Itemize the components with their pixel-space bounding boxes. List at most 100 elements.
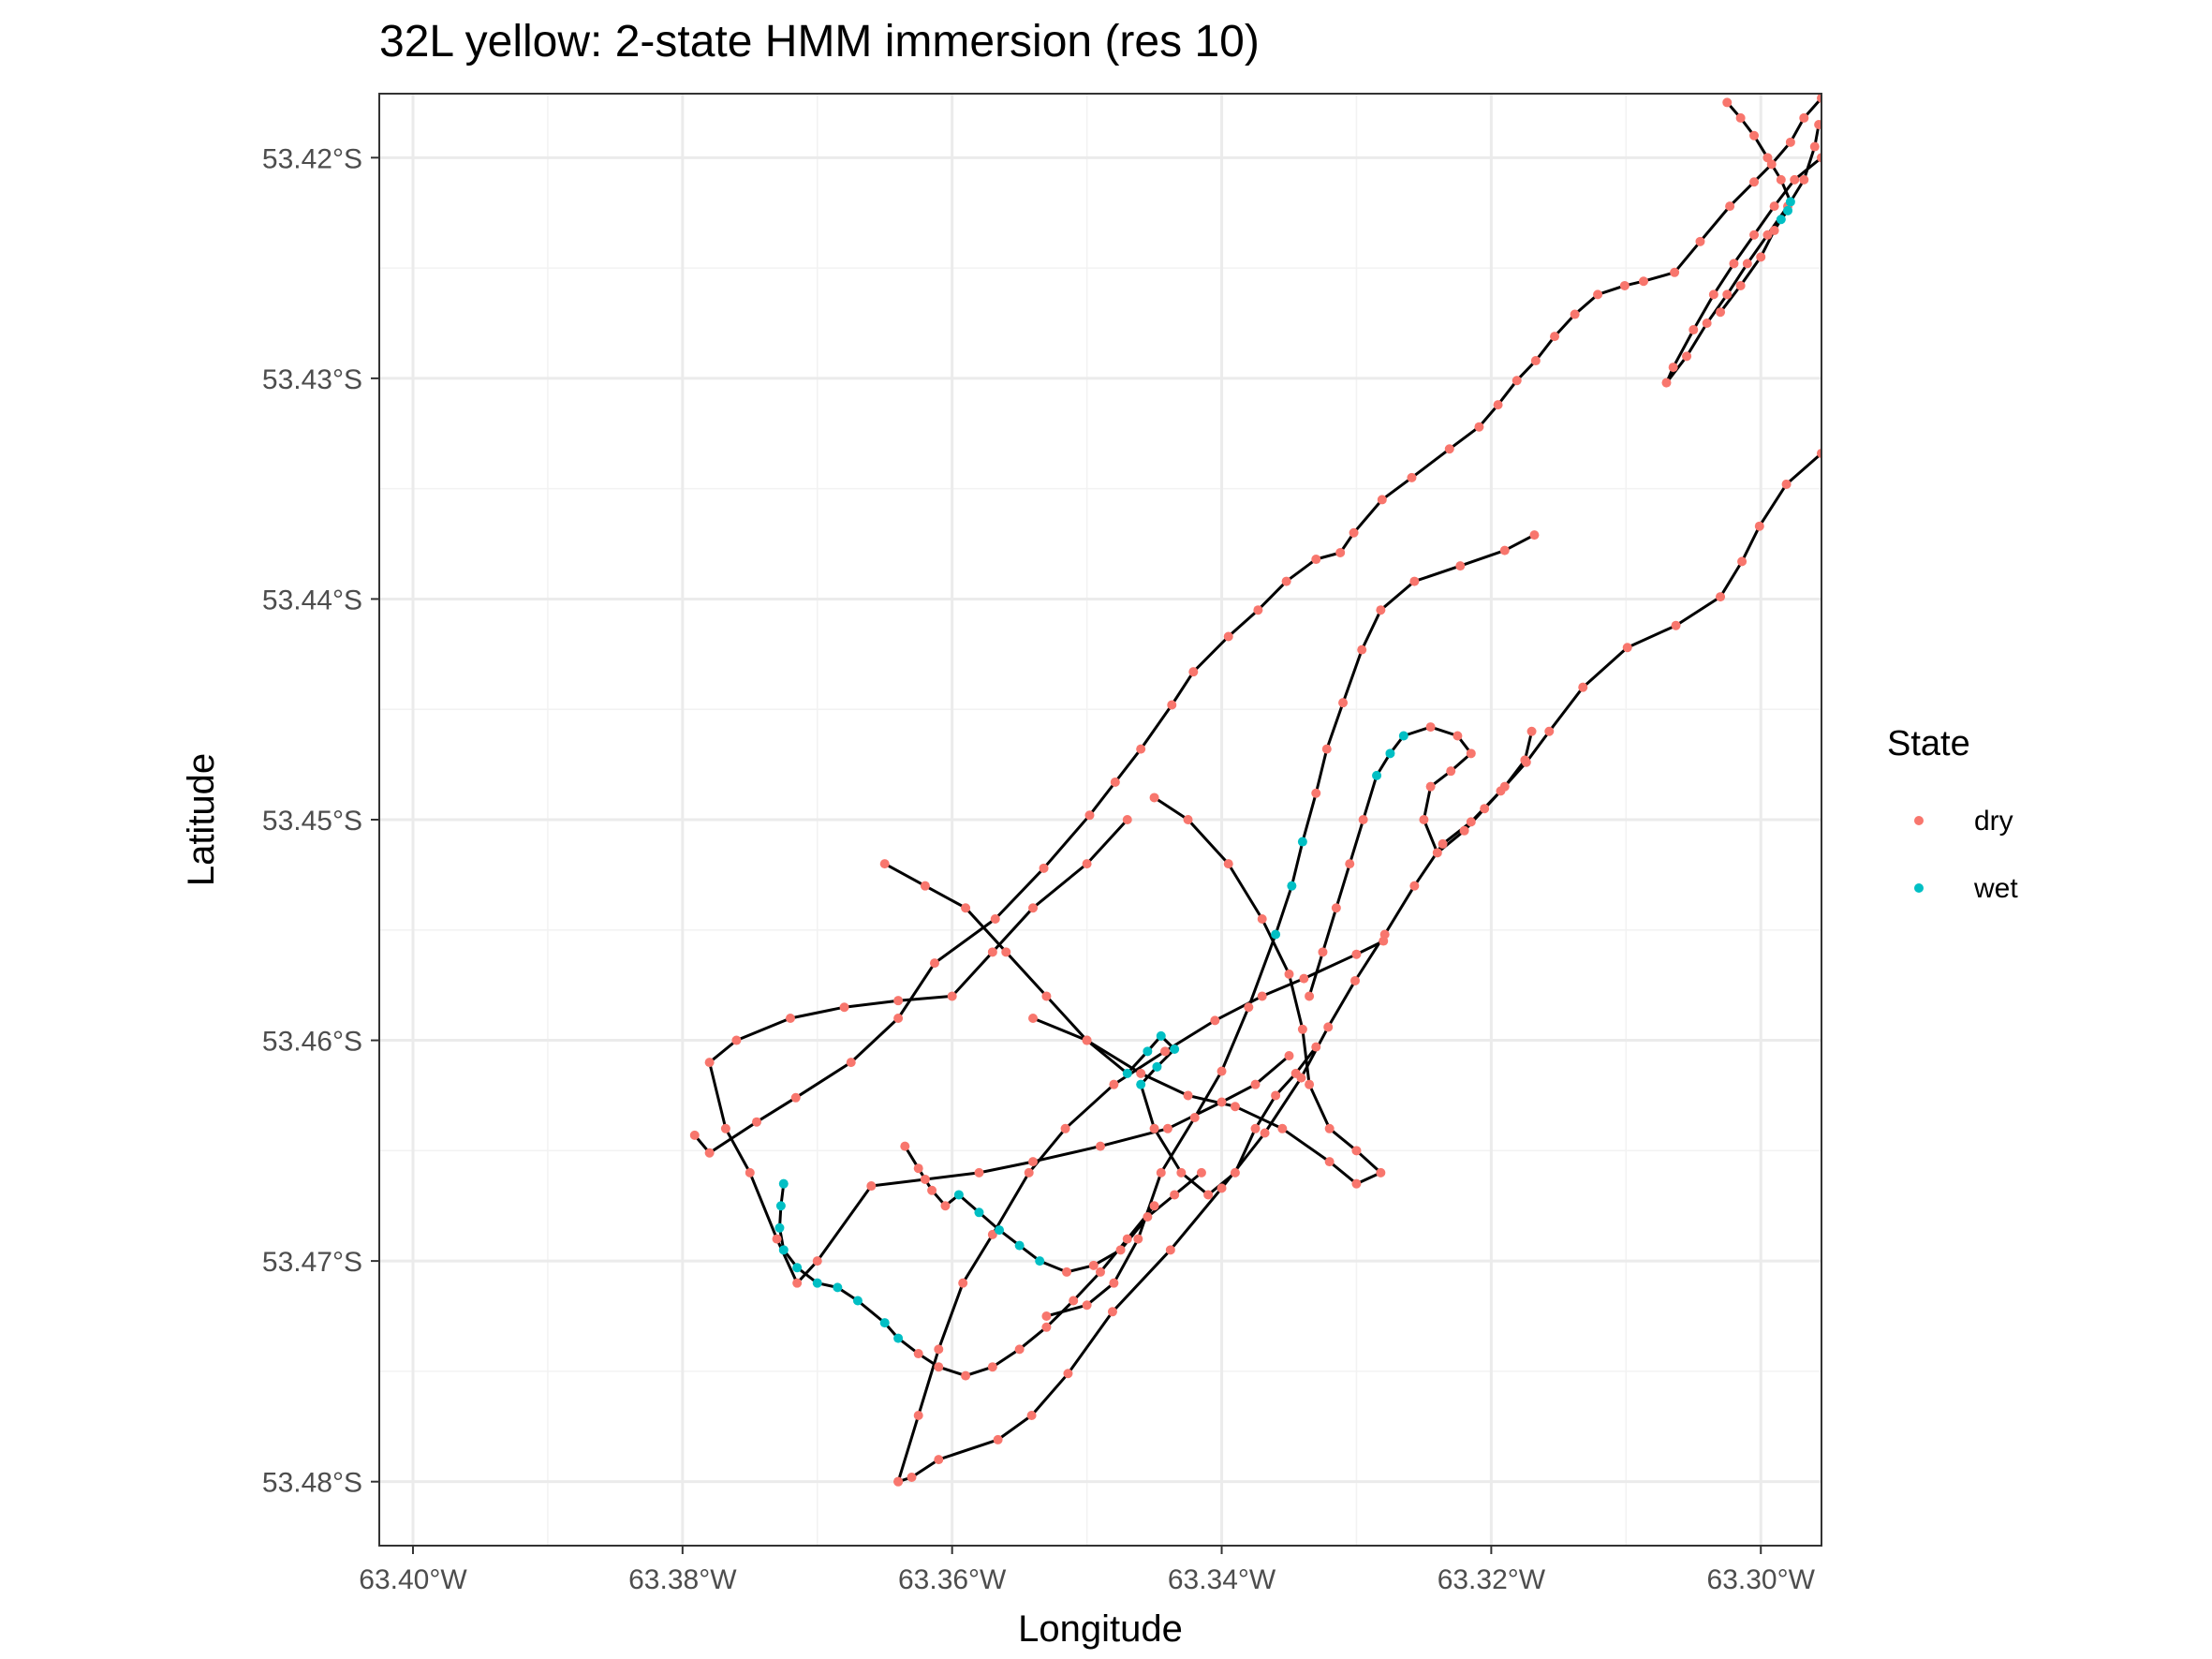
dry-point <box>1014 1344 1025 1355</box>
dry-point <box>1735 280 1746 290</box>
dry-point <box>1107 1307 1117 1317</box>
dry-point <box>1257 991 1267 1001</box>
dry-point <box>1250 1079 1261 1089</box>
dry-point <box>1817 94 1821 103</box>
wet-point <box>778 1245 789 1255</box>
wet-point <box>1271 929 1281 940</box>
dry-point <box>1338 698 1349 708</box>
dry-point <box>1737 556 1747 567</box>
dry-point <box>1096 1141 1105 1151</box>
y-tick-label: 53.45°S <box>262 806 362 837</box>
track-line <box>693 96 1821 1155</box>
dry-point <box>1223 859 1233 869</box>
track-line <box>708 818 1290 1285</box>
dry-point <box>1109 1079 1119 1089</box>
dry-point <box>1529 530 1540 541</box>
wet-point <box>852 1296 863 1306</box>
dry-point <box>1109 1278 1119 1288</box>
dry-point <box>1735 112 1746 123</box>
dry-point <box>1082 859 1092 869</box>
dry-point <box>1082 1300 1092 1311</box>
dry-point <box>1769 201 1779 212</box>
wet-point <box>1014 1240 1025 1251</box>
dry-point <box>1271 1090 1281 1101</box>
dry-point <box>1716 592 1726 602</box>
x-tick-label: 63.32°W <box>1438 1564 1546 1595</box>
dry-point <box>785 1014 795 1024</box>
dry-point <box>974 1167 984 1178</box>
dry-point <box>1407 472 1417 482</box>
dry-point <box>704 1058 715 1068</box>
dry-point <box>846 1058 856 1068</box>
x-axis-title: Longitude <box>1018 1608 1183 1650</box>
dry-point <box>1257 914 1267 925</box>
dry-point <box>1762 153 1773 163</box>
dry-point <box>1331 903 1341 913</box>
dry-point <box>1305 1079 1315 1089</box>
dry-point <box>1149 1201 1159 1211</box>
dry-point <box>1217 1183 1227 1193</box>
x-tick-label: 63.34°W <box>1168 1564 1276 1595</box>
dry-point <box>1230 1167 1240 1178</box>
dry-point <box>900 1141 910 1151</box>
dry-point <box>913 1349 923 1359</box>
dry-point <box>1323 1022 1334 1032</box>
y-tick-label: 53.43°S <box>262 364 362 395</box>
dry-point <box>1149 792 1159 803</box>
dry-point <box>920 1174 930 1184</box>
wet-point <box>1783 205 1793 215</box>
dry-point <box>934 1362 944 1372</box>
dry-point <box>1376 605 1386 615</box>
dry-point <box>720 1123 730 1133</box>
legend-entries: dry wet <box>1914 806 2018 904</box>
dry-point <box>1670 267 1680 277</box>
dry-point <box>907 1472 917 1482</box>
wet-point <box>1152 1061 1162 1072</box>
dry-point <box>1041 1322 1052 1332</box>
dry-point <box>772 1234 782 1244</box>
dry-point <box>1722 289 1733 300</box>
dry-point <box>1358 815 1368 824</box>
wet-point <box>1143 1046 1153 1057</box>
state-points <box>689 94 1821 1487</box>
legend: State dry wet <box>1887 724 2018 904</box>
dry-point <box>790 1092 801 1103</box>
dry-point <box>1084 810 1095 821</box>
dry-point <box>1160 1046 1171 1057</box>
dry-point <box>1069 1296 1079 1306</box>
dry-point <box>1324 1157 1335 1167</box>
dry-point <box>1115 1245 1126 1255</box>
dry-point <box>1217 1097 1227 1107</box>
track-line <box>1032 796 1382 1186</box>
dry-point <box>1512 376 1522 386</box>
dry-point <box>1409 881 1420 891</box>
dry-point <box>1749 177 1760 187</box>
dry-point <box>1345 859 1355 869</box>
dry-point <box>1183 815 1193 824</box>
dry-point <box>1062 1266 1072 1277</box>
dry-point <box>751 1117 761 1127</box>
dry-point <box>1096 1266 1105 1277</box>
dry-point <box>1122 1234 1132 1244</box>
x-axis: 63.40°W 63.38°W 63.36°W 63.34°W 63.32°W 63.30… <box>359 1546 1816 1595</box>
dry-point <box>947 991 957 1001</box>
dry-point <box>1742 259 1752 269</box>
dry-point <box>1376 1167 1386 1178</box>
dry-point <box>1277 1123 1288 1133</box>
dry-point <box>1593 289 1603 300</box>
dry-point <box>893 1014 904 1024</box>
dry-point <box>1453 731 1463 741</box>
dry-point <box>1688 325 1699 335</box>
dry-point <box>745 1167 755 1178</box>
dry-point <box>1722 97 1733 108</box>
dry-point <box>1671 620 1681 630</box>
wet-point <box>879 1318 890 1328</box>
dry-point <box>1480 804 1490 814</box>
dry-point <box>704 1148 715 1158</box>
dry-point <box>1244 1002 1254 1013</box>
dry-point <box>1311 788 1321 798</box>
dry-point <box>1041 991 1052 1001</box>
dry-point <box>893 1476 904 1487</box>
dry-point <box>1188 667 1199 677</box>
dry-point <box>1136 744 1146 754</box>
